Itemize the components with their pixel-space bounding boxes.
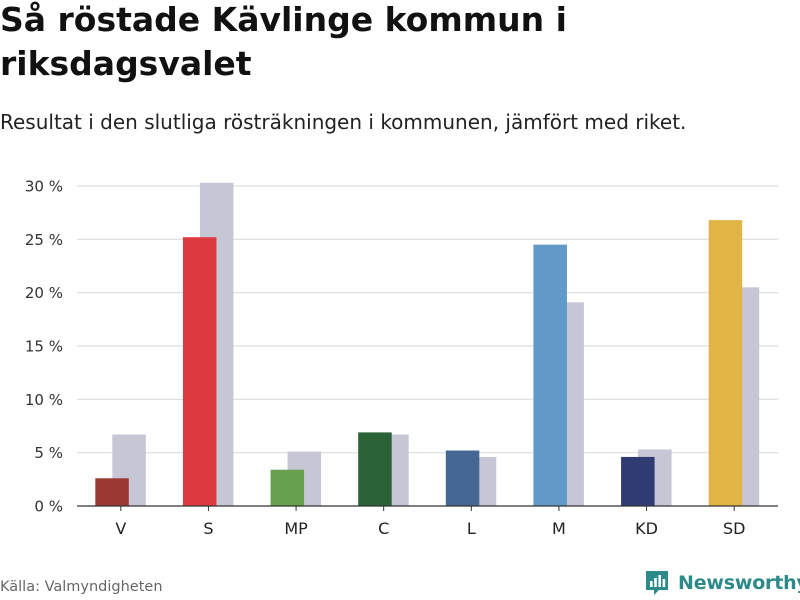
chart-subtitle: Resultat i den slutliga rösträkningen i … bbox=[0, 110, 687, 134]
gridlines bbox=[77, 185, 778, 454]
source-note: Källa: Valmyndigheten bbox=[0, 579, 163, 595]
y-tick-label: 5 % bbox=[34, 444, 63, 462]
newsworthy-logo-icon bbox=[646, 571, 668, 595]
y-axis-tick-labels: 0 % 5 % 10 % 15 % 20 % 25 % 30 % bbox=[25, 178, 63, 516]
x-category-label: M bbox=[552, 519, 566, 538]
x-category-label: SD bbox=[723, 519, 745, 538]
brand-name: Newsworthy bbox=[678, 572, 800, 594]
bars bbox=[95, 182, 760, 507]
x-category-label: MP bbox=[284, 519, 308, 538]
chart-title: Så röstade Kävlinge kommun i riksdagsval… bbox=[0, 0, 567, 83]
bar-kavlinge-l[interactable] bbox=[445, 450, 480, 506]
x-category-label: V bbox=[115, 519, 126, 538]
y-tick-label: 30 % bbox=[25, 178, 63, 196]
y-tick-label: 15 % bbox=[25, 338, 63, 356]
bar-kavlinge-c[interactable] bbox=[358, 432, 392, 506]
bar-kavlinge-sd[interactable] bbox=[708, 220, 743, 506]
y-tick-label: 20 % bbox=[25, 284, 63, 302]
brand-logo[interactable]: Newsworthy bbox=[644, 566, 800, 600]
y-tick-label: 10 % bbox=[25, 391, 63, 409]
x-axis-category-labels: V S MP C L M KD SD bbox=[115, 519, 745, 538]
bar-kavlinge-kd[interactable] bbox=[621, 456, 655, 506]
x-category-label: S bbox=[203, 519, 213, 538]
bar-chart: 0 % 5 % 10 % 15 % 20 % 25 % 30 % V S MP C L M KD SD bbox=[25, 178, 778, 538]
x-category-label: C bbox=[378, 519, 389, 538]
bar-kavlinge-v[interactable] bbox=[95, 478, 129, 506]
y-tick-label: 0 % bbox=[34, 498, 63, 516]
x-category-label: KD bbox=[635, 519, 658, 538]
bar-kavlinge-m[interactable] bbox=[533, 244, 567, 506]
bar-kavlinge-s[interactable] bbox=[182, 237, 217, 506]
x-axis bbox=[77, 505, 778, 511]
y-tick-label: 25 % bbox=[25, 231, 63, 249]
x-category-label: L bbox=[467, 519, 476, 538]
bar-kavlinge-mp[interactable] bbox=[270, 469, 305, 506]
